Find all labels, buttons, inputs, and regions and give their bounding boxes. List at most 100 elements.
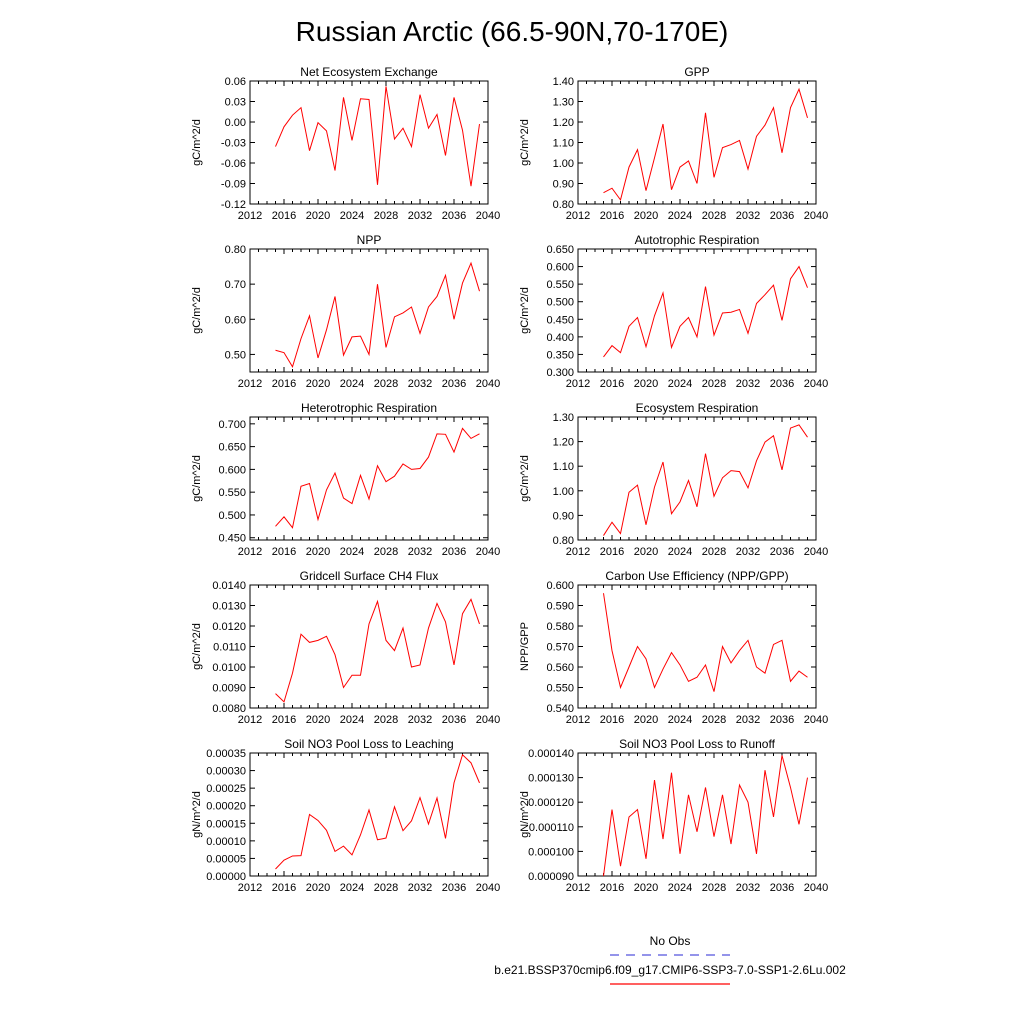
panel-5: Heterotrophic Respiration 2012 2016 2020 202… — [191, 401, 500, 558]
y-tick-label: 0.03 — [225, 97, 246, 109]
series-line — [603, 424, 808, 536]
y-tick-label: 0.600 — [546, 262, 574, 274]
x-tick-label: 2032 — [408, 882, 432, 894]
y-tick-label: 0.60 — [225, 314, 246, 326]
x-tick-label: 2024 — [668, 714, 692, 726]
y-tick-label: 0.000140 — [528, 748, 574, 760]
x-tick-label: 2012 — [566, 378, 590, 390]
y-tick-label: 0.540 — [546, 703, 574, 715]
x-tick-label: 2020 — [306, 210, 330, 222]
panel-title: Net Ecosystem Exchange — [300, 65, 438, 79]
x-tick-label: 2040 — [804, 882, 828, 894]
panel-title: Ecosystem Respiration — [636, 401, 759, 415]
x-tick-label: 2036 — [442, 210, 466, 222]
y-tick-label: 1.00 — [553, 158, 574, 170]
x-tick-label: 2028 — [702, 210, 726, 222]
x-tick-label: 2040 — [476, 378, 500, 390]
plot-frame — [577, 416, 817, 541]
y-tick-label: 0.000100 — [528, 846, 574, 858]
x-tick-label: 2040 — [804, 546, 828, 558]
x-tick-label: 2020 — [634, 714, 658, 726]
x-tick-label: 2012 — [238, 546, 262, 558]
y-tick-label: 0.300 — [546, 367, 574, 379]
y-tick-label: 0.600 — [546, 580, 574, 592]
y-tick-label: 0.560 — [546, 662, 574, 674]
x-tick-label: 2020 — [634, 882, 658, 894]
plot-frame — [249, 752, 489, 877]
y-tick-label: 0.550 — [546, 683, 574, 695]
y-tick-label: 0.00 — [225, 117, 246, 129]
y-tick-label: 0.590 — [546, 601, 574, 613]
y-axis-label: gC/m^2/d — [519, 119, 531, 166]
series-line — [603, 87, 808, 202]
x-tick-label: 2036 — [770, 882, 794, 894]
y-tick-label: 0.500 — [218, 510, 246, 522]
plot-frame — [249, 416, 489, 541]
x-tick-label: 2028 — [702, 882, 726, 894]
y-tick-label: 0.50 — [225, 349, 246, 361]
y-axis-label: gC/m^2/d — [191, 623, 203, 670]
series-line — [603, 755, 808, 877]
panel-4: Autotrophic Respiration 2012 2016 2020 2024 2… — [519, 233, 828, 390]
x-tick-label: 2028 — [702, 378, 726, 390]
y-tick-label: 1.30 — [553, 97, 574, 109]
x-tick-label: 2012 — [238, 882, 262, 894]
series-line — [275, 427, 480, 529]
y-axis-label: gC/m^2/d — [519, 455, 531, 502]
y-tick-label: 0.0120 — [212, 621, 246, 633]
y-tick-label: -0.06 — [221, 158, 246, 170]
y-tick-label: 1.20 — [553, 117, 574, 129]
y-axis-label: gC/m^2/d — [191, 287, 203, 334]
y-tick-label: 0.06 — [225, 76, 246, 88]
x-tick-label: 2040 — [476, 882, 500, 894]
x-tick-label: 2028 — [374, 210, 398, 222]
x-tick-label: 2024 — [340, 546, 364, 558]
x-tick-label: 2016 — [600, 714, 624, 726]
panel-8: Carbon Use Efficiency (NPP/GPP) 2012 2016 2… — [519, 569, 828, 726]
y-tick-label: 0.000110 — [529, 822, 574, 834]
y-tick-label: 0.650 — [546, 244, 574, 256]
x-tick-label: 2016 — [272, 210, 296, 222]
panel-7: Gridcell Surface CH4 Flux 2012 2016 2020 202… — [191, 569, 500, 726]
x-tick-label: 2036 — [770, 378, 794, 390]
x-tick-label: 2024 — [340, 378, 364, 390]
x-tick-label: 2028 — [374, 882, 398, 894]
panel-title: Soil NO3 Pool Loss to Leaching — [284, 737, 453, 751]
y-axis-label: gN/m^2/d — [191, 791, 203, 838]
x-tick-label: 2016 — [272, 714, 296, 726]
y-tick-label: 0.600 — [218, 464, 246, 476]
x-tick-label: 2032 — [408, 378, 432, 390]
y-tick-label: 1.40 — [553, 76, 574, 88]
y-tick-label: 1.00 — [553, 486, 574, 498]
y-tick-label: 0.0080 — [212, 703, 246, 715]
panel-9: Soil NO3 Pool Loss to Leaching 2012 2016 20… — [191, 737, 500, 894]
y-tick-label: 0.450 — [218, 533, 246, 545]
y-tick-label: 1.10 — [553, 138, 574, 150]
y-tick-label: 0.80 — [553, 199, 574, 211]
x-tick-label: 2036 — [442, 546, 466, 558]
x-tick-label: 2012 — [238, 714, 262, 726]
x-tick-label: 2028 — [702, 714, 726, 726]
y-tick-label: 0.000120 — [528, 797, 574, 809]
y-tick-label: 0.00010 — [206, 836, 246, 848]
y-tick-label: -0.09 — [221, 179, 246, 191]
x-tick-label: 2036 — [770, 546, 794, 558]
x-tick-label: 2016 — [272, 546, 296, 558]
legend-label-model: b.e21.BSSP370cmip6.f09_g17.CMIP6-SSP3-7.… — [494, 963, 846, 977]
y-tick-label: 0.0100 — [212, 662, 246, 674]
x-tick-label: 2024 — [340, 210, 364, 222]
figure-title: Russian Arctic (66.5-90N,70-170E) — [296, 16, 729, 47]
x-tick-label: 2032 — [408, 210, 432, 222]
x-tick-label: 2040 — [476, 546, 500, 558]
panel-6: Ecosystem Respiration 2012 2016 2020 2024 202… — [519, 401, 828, 558]
x-tick-label: 2036 — [442, 714, 466, 726]
panel-title: Carbon Use Efficiency (NPP/GPP) — [605, 569, 788, 583]
x-tick-label: 2032 — [736, 210, 760, 222]
y-axis-label: NPP/GPP — [519, 622, 531, 671]
x-tick-label: 2012 — [566, 882, 590, 894]
x-tick-label: 2020 — [306, 546, 330, 558]
y-tick-label: 0.80 — [553, 535, 574, 547]
x-tick-label: 2032 — [736, 882, 760, 894]
x-tick-label: 2040 — [804, 714, 828, 726]
y-axis-label: gN/m^2/d — [519, 791, 531, 838]
